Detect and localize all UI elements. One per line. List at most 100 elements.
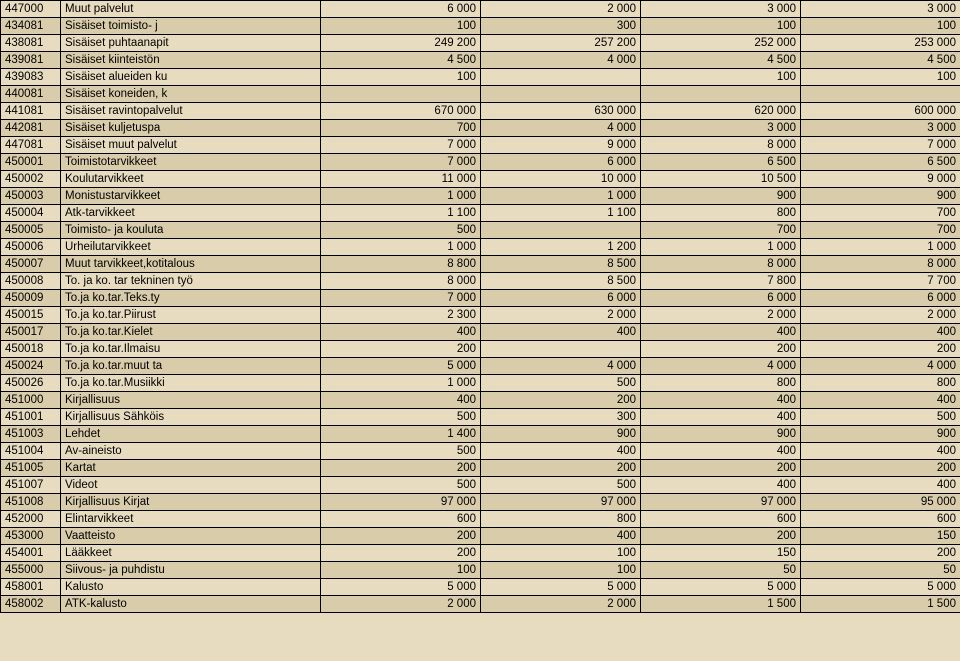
row-val-2: 300: [481, 18, 641, 35]
row-desc: Elintarvikkeet: [61, 511, 321, 528]
row-code: 450006: [1, 239, 61, 256]
row-val-1: 670 000: [321, 103, 481, 120]
row-val-3: 600: [641, 511, 801, 528]
row-code: 440081: [1, 86, 61, 103]
row-desc: Kirjallisuus Sähköis: [61, 409, 321, 426]
row-code: 458002: [1, 596, 61, 613]
table-row: 454001Lääkkeet200100150200: [1, 545, 960, 562]
table-row: 450009To.ja ko.tar.Teks.ty7 0006 0006 00…: [1, 290, 960, 307]
row-val-1: 200: [321, 528, 481, 545]
table-row: 450006Urheilutarvikkeet1 0001 2001 0001 …: [1, 239, 960, 256]
row-desc: Koulutarvikkeet: [61, 171, 321, 188]
row-val-2: 100: [481, 562, 641, 579]
row-code: 450008: [1, 273, 61, 290]
row-val-2: 800: [481, 511, 641, 528]
row-desc: Videot: [61, 477, 321, 494]
table-row: 438081Sisäiset puhtaanapit249 200257 200…: [1, 35, 960, 52]
row-val-3: 10 500: [641, 171, 801, 188]
row-desc: Toimistotarvikkeet: [61, 154, 321, 171]
row-code: 450017: [1, 324, 61, 341]
row-val-4: 600: [801, 511, 960, 528]
row-val-4: 400: [801, 324, 960, 341]
table-row: 451005Kartat200200200200: [1, 460, 960, 477]
row-val-1: 1 400: [321, 426, 481, 443]
row-code: 450005: [1, 222, 61, 239]
row-val-4: 500: [801, 409, 960, 426]
row-code: 451008: [1, 494, 61, 511]
row-val-4: 900: [801, 426, 960, 443]
row-val-2: 2 000: [481, 307, 641, 324]
row-val-4: 1 000: [801, 239, 960, 256]
row-desc: Siivous- ja puhdistu: [61, 562, 321, 579]
row-desc: Sisäiset muut palvelut: [61, 137, 321, 154]
row-desc: To.ja ko.tar.Ilmaisu: [61, 341, 321, 358]
table-row: 451003Lehdet1 400900900900: [1, 426, 960, 443]
row-code: 451001: [1, 409, 61, 426]
row-code: 450024: [1, 358, 61, 375]
row-val-4: 3 000: [801, 120, 960, 137]
row-val-4: 6 500: [801, 154, 960, 171]
row-val-2: 10 000: [481, 171, 641, 188]
row-code: 450002: [1, 171, 61, 188]
row-desc: Lehdet: [61, 426, 321, 443]
row-desc: Kirjallisuus: [61, 392, 321, 409]
row-desc: Sisäiset kiinteistön: [61, 52, 321, 69]
row-val-2: 630 000: [481, 103, 641, 120]
row-val-4: 100: [801, 18, 960, 35]
row-desc: Sisäiset alueiden ku: [61, 69, 321, 86]
row-val-3: 400: [641, 324, 801, 341]
row-val-2: 400: [481, 528, 641, 545]
row-desc: Muut tarvikkeet,kotitalous: [61, 256, 321, 273]
row-val-2: [481, 222, 641, 239]
row-val-3: 97 000: [641, 494, 801, 511]
row-val-2: 1 100: [481, 205, 641, 222]
row-code: 451004: [1, 443, 61, 460]
row-val-3: 900: [641, 188, 801, 205]
row-val-3: 1 500: [641, 596, 801, 613]
row-val-1: 200: [321, 341, 481, 358]
row-desc: Vaatteisto: [61, 528, 321, 545]
row-desc: To.ja ko.tar.Kielet: [61, 324, 321, 341]
table-row: 450005Toimisto- ja kouluta500700700: [1, 222, 960, 239]
row-val-3: 6 000: [641, 290, 801, 307]
row-val-1: 4 500: [321, 52, 481, 69]
row-val-2: 900: [481, 426, 641, 443]
row-desc: Sisäiset toimisto- j: [61, 18, 321, 35]
row-val-2: 6 000: [481, 290, 641, 307]
row-val-4: 8 000: [801, 256, 960, 273]
table-row: 458001Kalusto5 0005 0005 0005 000: [1, 579, 960, 596]
row-val-1: 500: [321, 477, 481, 494]
row-val-1: 500: [321, 443, 481, 460]
row-val-1: 600: [321, 511, 481, 528]
row-val-1: 1 000: [321, 375, 481, 392]
row-val-2: [481, 341, 641, 358]
row-val-1: 400: [321, 392, 481, 409]
row-val-3: 800: [641, 205, 801, 222]
row-desc: Kartat: [61, 460, 321, 477]
row-val-1: 100: [321, 69, 481, 86]
row-val-3: 400: [641, 392, 801, 409]
row-val-1: 8 800: [321, 256, 481, 273]
row-val-4: 253 000: [801, 35, 960, 52]
row-val-3: 620 000: [641, 103, 801, 120]
row-val-3: 3 000: [641, 1, 801, 18]
row-code: 434081: [1, 18, 61, 35]
row-code: 441081: [1, 103, 61, 120]
row-val-2: 300: [481, 409, 641, 426]
budget-table: 447000Muut palvelut6 0002 0003 0003 0004…: [0, 0, 960, 613]
row-code: 442081: [1, 120, 61, 137]
row-val-2: 5 000: [481, 579, 641, 596]
row-val-1: 5 000: [321, 579, 481, 596]
row-val-4: 4 000: [801, 358, 960, 375]
row-val-4: 7 000: [801, 137, 960, 154]
row-desc: Kirjallisuus Kirjat: [61, 494, 321, 511]
row-code: 452000: [1, 511, 61, 528]
row-desc: Monistustarvikkeet: [61, 188, 321, 205]
row-val-2: 4 000: [481, 52, 641, 69]
row-code: 451005: [1, 460, 61, 477]
table-row: 458002ATK-kalusto2 0002 0001 5001 500: [1, 596, 960, 613]
row-val-1: 700: [321, 120, 481, 137]
row-val-2: 2 000: [481, 1, 641, 18]
row-desc: Lääkkeet: [61, 545, 321, 562]
row-code: 439081: [1, 52, 61, 69]
